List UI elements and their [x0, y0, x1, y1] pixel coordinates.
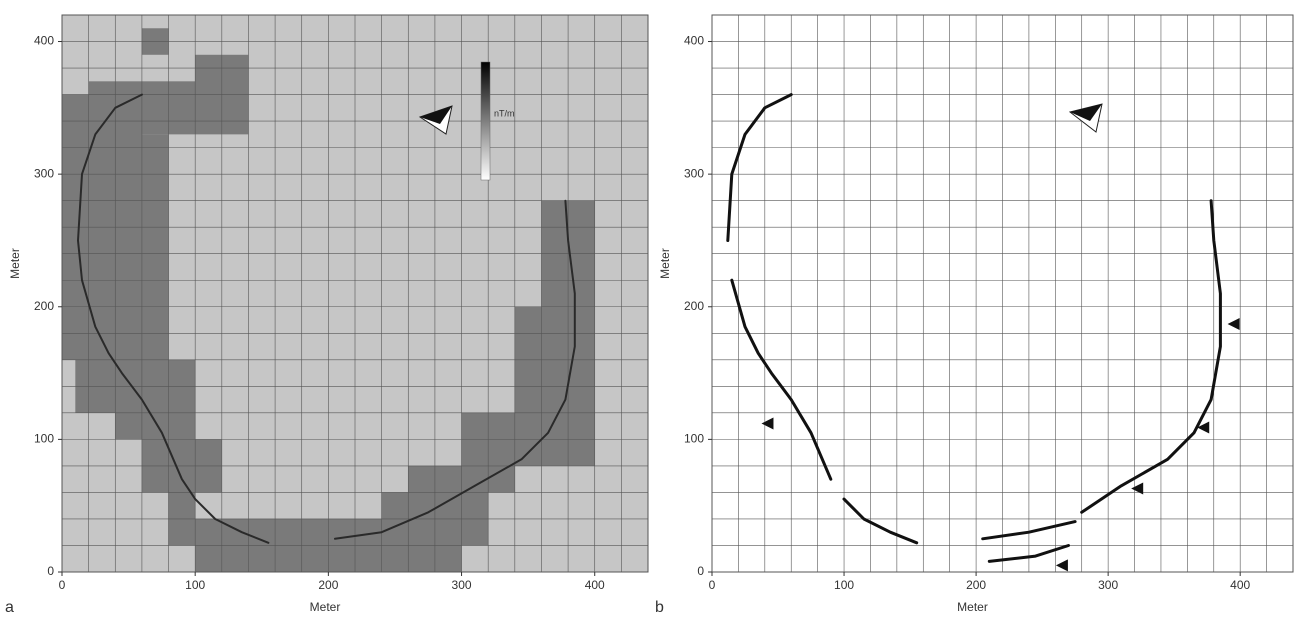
y-tick-label: 100	[684, 432, 704, 446]
y-axis-label: Meter	[658, 248, 672, 279]
survey-block	[115, 413, 195, 440]
y-axis-label: Meter	[8, 248, 22, 279]
x-tick-label: 200	[318, 578, 338, 592]
y-tick-label: 300	[34, 166, 54, 180]
x-tick-label: 0	[59, 578, 66, 592]
x-tick-label: 100	[834, 578, 854, 592]
x-tick-label: 400	[585, 578, 605, 592]
y-tick-label: 200	[34, 299, 54, 313]
x-tick-label: 100	[185, 578, 205, 592]
panel-label: a	[5, 599, 14, 616]
colorbar-label: nT/m	[494, 108, 515, 118]
x-tick-label: 300	[452, 578, 472, 592]
panel-label: b	[655, 599, 664, 616]
survey-block	[142, 134, 169, 280]
figure: 0 100 200 300 400 0 100 200 300 400 Meter Meter a 0 10…	[0, 0, 1300, 621]
y-tick-label: 0	[47, 564, 54, 578]
y-tick-label: 200	[684, 299, 704, 313]
y-tick-label: 400	[684, 34, 704, 48]
panel: 0 100 200 300 400 0 100 200 300 400 Meter Meter b	[655, 15, 1293, 616]
x-tick-label: 200	[966, 578, 986, 592]
x-axis-label: Meter	[310, 600, 341, 614]
survey-block	[62, 95, 142, 281]
x-axis-label: Meter	[957, 600, 988, 614]
page: 0 100 200 300 400 0 100 200 300 400 Meter Meter a 0 10…	[0, 0, 1300, 626]
colorbar	[481, 62, 490, 180]
y-tick-label: 100	[34, 432, 54, 446]
panel: 0 100 200 300 400 0 100 200 300 400 Meter Meter a	[5, 15, 648, 616]
x-tick-label: 0	[709, 578, 716, 592]
y-tick-label: 300	[684, 166, 704, 180]
y-tick-label: 400	[34, 34, 54, 48]
x-tick-label: 400	[1230, 578, 1250, 592]
y-tick-label: 0	[697, 564, 704, 578]
x-tick-label: 300	[1098, 578, 1118, 592]
